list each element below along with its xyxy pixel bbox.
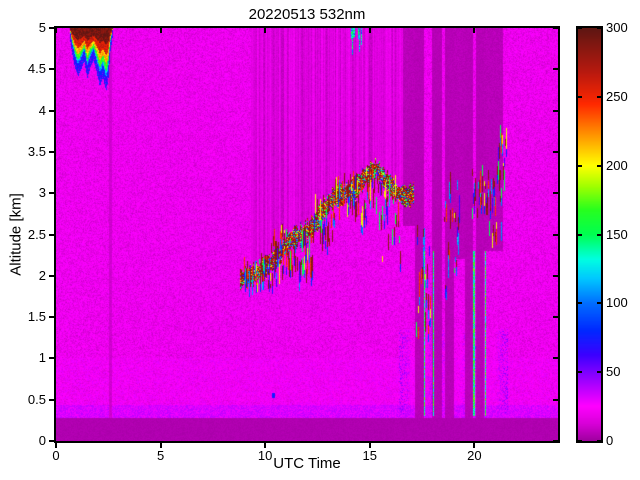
colorbar-tick-label: 50 [606, 364, 621, 380]
y-tick-mark [49, 233, 54, 236]
colorbar-tick-mark [578, 302, 582, 305]
heatmap-canvas [56, 28, 558, 441]
y-tick-label: 2.5 [27, 226, 46, 242]
x-tick-label: 5 [156, 448, 165, 463]
y-tick-label: 5 [38, 20, 46, 35]
y-tick-mark-right [553, 440, 558, 442]
y-tick-mark-right [553, 316, 558, 319]
colorbar-tick-label: 200 [606, 157, 628, 173]
colorbar-tick-mark [578, 95, 582, 98]
colorbar-tick-mark-right [597, 371, 601, 374]
x-tick-label: 10 [257, 448, 273, 463]
colorbar-tick-mark-right [597, 95, 601, 98]
y-tick-mark-right [553, 357, 558, 360]
y-tick-label: 0.5 [27, 391, 46, 407]
x-tick-mark-top [55, 28, 57, 33]
x-tick-mark-top [264, 28, 267, 33]
x-tick-label: 0 [52, 448, 60, 463]
x-tick-mark [264, 443, 267, 448]
colorbar-tick-mark [578, 27, 582, 29]
x-tick-mark [55, 443, 57, 448]
colorbar-canvas [578, 28, 601, 441]
y-tick-label: 1 [38, 350, 46, 366]
y-tick-label: 4 [38, 102, 46, 118]
colorbar-tick-mark [578, 371, 582, 374]
colorbar-tick-mark-right [597, 164, 601, 167]
colorbar-tick-mark-right [597, 302, 601, 305]
colorbar-tick-label: 250 [606, 88, 628, 104]
y-tick-mark [49, 316, 54, 319]
y-tick-label: 4.5 [27, 61, 46, 77]
x-tick-mark [473, 443, 476, 448]
y-tick-label: 3.5 [27, 143, 46, 159]
y-tick-mark [49, 440, 54, 442]
y-tick-label: 3 [38, 185, 46, 201]
y-tick-mark-right [553, 27, 558, 29]
colorbar-tick-mark [578, 440, 582, 442]
y-tick-label: 1.5 [27, 309, 46, 325]
chart-title: 20220513 532nm [248, 6, 366, 23]
x-tick-mark-top [159, 28, 162, 33]
y-tick-mark-right [553, 398, 558, 401]
y-tick-label: 2 [38, 267, 46, 283]
y-tick-mark [49, 150, 54, 153]
y-tick-mark [49, 109, 54, 112]
colorbar-tick-label: 100 [606, 295, 628, 311]
x-axis-label: UTC Time [273, 455, 341, 472]
y-tick-mark [49, 68, 54, 71]
y-tick-mark [49, 357, 54, 360]
colorbar-tick-mark-right [597, 27, 601, 29]
colorbar-tick-mark [578, 233, 582, 236]
colorbar-frame [576, 26, 603, 443]
y-tick-mark-right [553, 233, 558, 236]
y-tick-mark [49, 274, 54, 277]
colorbar-tick-mark [578, 164, 582, 167]
y-tick-mark-right [553, 68, 558, 71]
x-tick-label: 15 [362, 448, 377, 463]
colorbar-tick-label: 0 [606, 433, 614, 448]
x-tick-mark [159, 443, 162, 448]
x-tick-mark-top [473, 28, 476, 33]
y-tick-mark-right [553, 274, 558, 277]
y-tick-mark-right [553, 109, 558, 112]
y-tick-mark-right [553, 150, 558, 153]
x-tick-label: 20 [467, 448, 482, 463]
colorbar-tick-mark-right [597, 233, 601, 236]
y-tick-label: 0 [38, 433, 46, 448]
colorbar-tick-label: 300 [606, 20, 628, 35]
y-tick-mark [49, 192, 54, 195]
plot-axes-frame [54, 26, 560, 443]
y-tick-mark-right [553, 192, 558, 195]
y-tick-mark [49, 398, 54, 401]
x-tick-mark [368, 443, 371, 448]
colorbar-tick-mark-right [597, 440, 601, 442]
y-tick-mark [49, 27, 54, 29]
x-tick-mark-top [368, 28, 371, 33]
colorbar-tick-label: 150 [606, 226, 628, 242]
